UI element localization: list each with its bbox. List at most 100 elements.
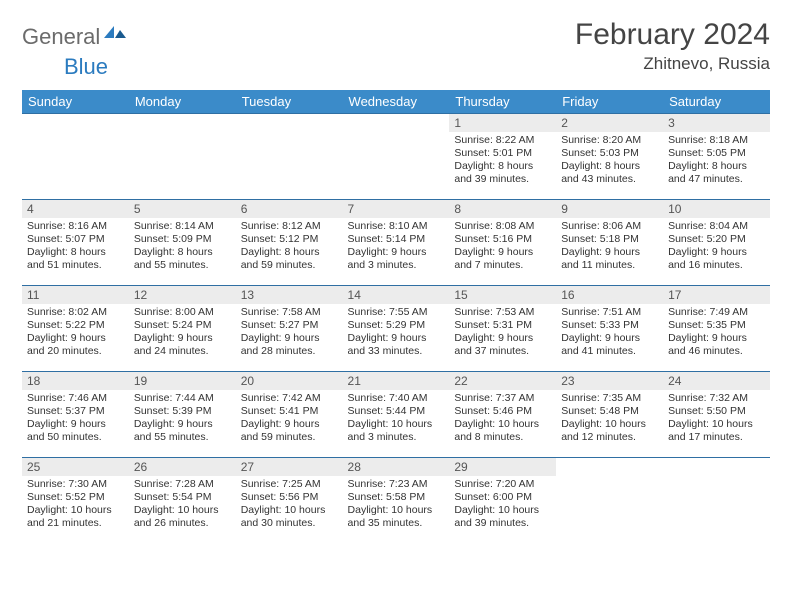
sunset-text: Sunset: 5:14 PM bbox=[348, 233, 445, 246]
calendar-day-cell bbox=[22, 114, 129, 200]
day-details: Sunrise: 8:16 AMSunset: 5:07 PMDaylight:… bbox=[22, 218, 129, 277]
daylight-text-1: Daylight: 10 hours bbox=[134, 504, 231, 517]
sunrise-text: Sunrise: 7:44 AM bbox=[134, 392, 231, 405]
day-header: Sunday bbox=[22, 90, 129, 114]
brand-part1: General bbox=[22, 24, 100, 50]
day-details: Sunrise: 8:00 AMSunset: 5:24 PMDaylight:… bbox=[129, 304, 236, 363]
calendar-week-row: 1Sunrise: 8:22 AMSunset: 5:01 PMDaylight… bbox=[22, 114, 770, 200]
daylight-text-2: and 46 minutes. bbox=[668, 345, 765, 358]
day-number: 10 bbox=[663, 200, 770, 218]
calendar-day-cell: 1Sunrise: 8:22 AMSunset: 5:01 PMDaylight… bbox=[449, 114, 556, 200]
daylight-text-2: and 59 minutes. bbox=[241, 259, 338, 272]
day-number: 29 bbox=[449, 458, 556, 476]
sunset-text: Sunset: 5:07 PM bbox=[27, 233, 124, 246]
calendar-day-cell: 6Sunrise: 8:12 AMSunset: 5:12 PMDaylight… bbox=[236, 200, 343, 286]
day-details: Sunrise: 7:30 AMSunset: 5:52 PMDaylight:… bbox=[22, 476, 129, 535]
day-number: 28 bbox=[343, 458, 450, 476]
sunrise-text: Sunrise: 7:55 AM bbox=[348, 306, 445, 319]
daylight-text-1: Daylight: 8 hours bbox=[561, 160, 658, 173]
calendar-day-cell: 26Sunrise: 7:28 AMSunset: 5:54 PMDayligh… bbox=[129, 458, 236, 544]
sunrise-text: Sunrise: 7:25 AM bbox=[241, 478, 338, 491]
calendar-day-cell: 4Sunrise: 8:16 AMSunset: 5:07 PMDaylight… bbox=[22, 200, 129, 286]
sunset-text: Sunset: 5:33 PM bbox=[561, 319, 658, 332]
calendar-day-cell: 10Sunrise: 8:04 AMSunset: 5:20 PMDayligh… bbox=[663, 200, 770, 286]
day-header: Monday bbox=[129, 90, 236, 114]
calendar-day-cell: 2Sunrise: 8:20 AMSunset: 5:03 PMDaylight… bbox=[556, 114, 663, 200]
calendar-day-cell: 18Sunrise: 7:46 AMSunset: 5:37 PMDayligh… bbox=[22, 372, 129, 458]
sunset-text: Sunset: 5:09 PM bbox=[134, 233, 231, 246]
day-details: Sunrise: 8:18 AMSunset: 5:05 PMDaylight:… bbox=[663, 132, 770, 191]
daylight-text-2: and 35 minutes. bbox=[348, 517, 445, 530]
sunrise-text: Sunrise: 8:14 AM bbox=[134, 220, 231, 233]
daylight-text-1: Daylight: 9 hours bbox=[561, 246, 658, 259]
day-details: Sunrise: 8:10 AMSunset: 5:14 PMDaylight:… bbox=[343, 218, 450, 277]
calendar-week-row: 11Sunrise: 8:02 AMSunset: 5:22 PMDayligh… bbox=[22, 286, 770, 372]
sunrise-text: Sunrise: 7:28 AM bbox=[134, 478, 231, 491]
daylight-text-1: Daylight: 10 hours bbox=[668, 418, 765, 431]
calendar-header-row: SundayMondayTuesdayWednesdayThursdayFrid… bbox=[22, 90, 770, 114]
day-number: 23 bbox=[556, 372, 663, 390]
day-details: Sunrise: 8:02 AMSunset: 5:22 PMDaylight:… bbox=[22, 304, 129, 363]
daylight-text-1: Daylight: 9 hours bbox=[668, 332, 765, 345]
sunrise-text: Sunrise: 8:12 AM bbox=[241, 220, 338, 233]
calendar-day-cell: 21Sunrise: 7:40 AMSunset: 5:44 PMDayligh… bbox=[343, 372, 450, 458]
daylight-text-2: and 30 minutes. bbox=[241, 517, 338, 530]
sunrise-text: Sunrise: 8:16 AM bbox=[27, 220, 124, 233]
daylight-text-1: Daylight: 9 hours bbox=[561, 332, 658, 345]
sunset-text: Sunset: 5:05 PM bbox=[668, 147, 765, 160]
location-label: Zhitnevo, Russia bbox=[575, 54, 770, 74]
day-details: Sunrise: 7:55 AMSunset: 5:29 PMDaylight:… bbox=[343, 304, 450, 363]
calendar-day-cell: 20Sunrise: 7:42 AMSunset: 5:41 PMDayligh… bbox=[236, 372, 343, 458]
daylight-text-1: Daylight: 8 hours bbox=[668, 160, 765, 173]
day-details: Sunrise: 7:28 AMSunset: 5:54 PMDaylight:… bbox=[129, 476, 236, 535]
calendar-day-cell: 8Sunrise: 8:08 AMSunset: 5:16 PMDaylight… bbox=[449, 200, 556, 286]
sunrise-text: Sunrise: 7:20 AM bbox=[454, 478, 551, 491]
sunrise-text: Sunrise: 8:00 AM bbox=[134, 306, 231, 319]
day-number: 21 bbox=[343, 372, 450, 390]
sunrise-text: Sunrise: 7:49 AM bbox=[668, 306, 765, 319]
day-details: Sunrise: 8:12 AMSunset: 5:12 PMDaylight:… bbox=[236, 218, 343, 277]
sunrise-text: Sunrise: 7:40 AM bbox=[348, 392, 445, 405]
day-details: Sunrise: 8:08 AMSunset: 5:16 PMDaylight:… bbox=[449, 218, 556, 277]
calendar-day-cell: 5Sunrise: 8:14 AMSunset: 5:09 PMDaylight… bbox=[129, 200, 236, 286]
daylight-text-2: and 16 minutes. bbox=[668, 259, 765, 272]
day-details: Sunrise: 7:44 AMSunset: 5:39 PMDaylight:… bbox=[129, 390, 236, 449]
day-header: Wednesday bbox=[343, 90, 450, 114]
sunset-text: Sunset: 5:54 PM bbox=[134, 491, 231, 504]
calendar-day-cell: 3Sunrise: 8:18 AMSunset: 5:05 PMDaylight… bbox=[663, 114, 770, 200]
daylight-text-2: and 26 minutes. bbox=[134, 517, 231, 530]
day-details: Sunrise: 7:58 AMSunset: 5:27 PMDaylight:… bbox=[236, 304, 343, 363]
daylight-text-2: and 55 minutes. bbox=[134, 431, 231, 444]
calendar-day-cell: 9Sunrise: 8:06 AMSunset: 5:18 PMDaylight… bbox=[556, 200, 663, 286]
day-details: Sunrise: 7:35 AMSunset: 5:48 PMDaylight:… bbox=[556, 390, 663, 449]
sunrise-text: Sunrise: 8:04 AM bbox=[668, 220, 765, 233]
daylight-text-2: and 24 minutes. bbox=[134, 345, 231, 358]
day-number: 18 bbox=[22, 372, 129, 390]
day-details: Sunrise: 8:06 AMSunset: 5:18 PMDaylight:… bbox=[556, 218, 663, 277]
day-details: Sunrise: 7:23 AMSunset: 5:58 PMDaylight:… bbox=[343, 476, 450, 535]
sunset-text: Sunset: 5:29 PM bbox=[348, 319, 445, 332]
daylight-text-2: and 17 minutes. bbox=[668, 431, 765, 444]
daylight-text-1: Daylight: 9 hours bbox=[134, 418, 231, 431]
day-number: 8 bbox=[449, 200, 556, 218]
daylight-text-1: Daylight: 9 hours bbox=[134, 332, 231, 345]
daylight-text-1: Daylight: 9 hours bbox=[348, 246, 445, 259]
sunrise-text: Sunrise: 7:53 AM bbox=[454, 306, 551, 319]
daylight-text-1: Daylight: 10 hours bbox=[241, 504, 338, 517]
sunset-text: Sunset: 5:39 PM bbox=[134, 405, 231, 418]
calendar-day-cell: 14Sunrise: 7:55 AMSunset: 5:29 PMDayligh… bbox=[343, 286, 450, 372]
sunset-text: Sunset: 5:48 PM bbox=[561, 405, 658, 418]
calendar-body: 1Sunrise: 8:22 AMSunset: 5:01 PMDaylight… bbox=[22, 114, 770, 544]
brand-logo: General bbox=[22, 18, 130, 50]
sunset-text: Sunset: 5:35 PM bbox=[668, 319, 765, 332]
sunset-text: Sunset: 5:20 PM bbox=[668, 233, 765, 246]
day-details: Sunrise: 7:46 AMSunset: 5:37 PMDaylight:… bbox=[22, 390, 129, 449]
daylight-text-2: and 39 minutes. bbox=[454, 173, 551, 186]
calendar-day-cell: 13Sunrise: 7:58 AMSunset: 5:27 PMDayligh… bbox=[236, 286, 343, 372]
sunrise-text: Sunrise: 7:30 AM bbox=[27, 478, 124, 491]
day-details: Sunrise: 7:42 AMSunset: 5:41 PMDaylight:… bbox=[236, 390, 343, 449]
daylight-text-1: Daylight: 9 hours bbox=[454, 332, 551, 345]
daylight-text-1: Daylight: 9 hours bbox=[241, 418, 338, 431]
sunset-text: Sunset: 5:46 PM bbox=[454, 405, 551, 418]
sunset-text: Sunset: 5:18 PM bbox=[561, 233, 658, 246]
